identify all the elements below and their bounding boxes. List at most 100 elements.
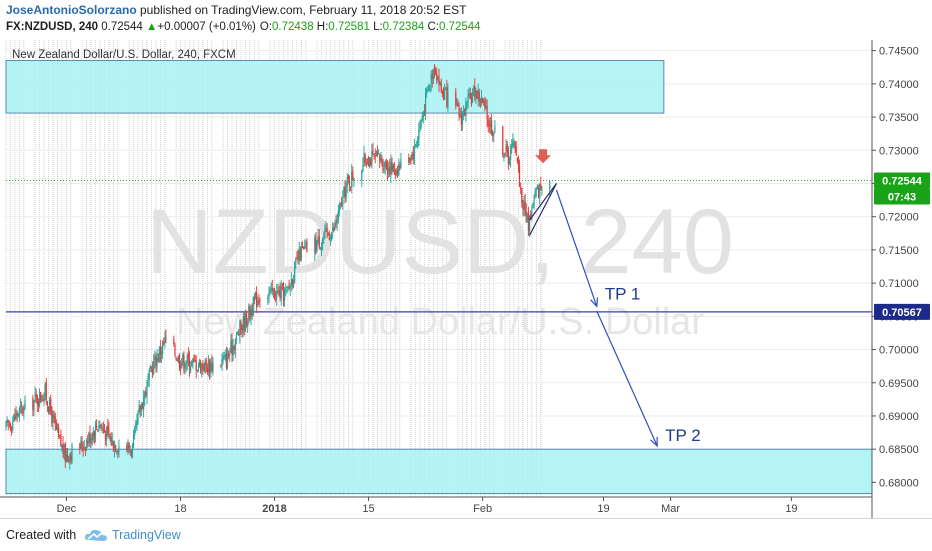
price-tick-label: 0.71500 xyxy=(879,245,919,257)
target-level-line[interactable] xyxy=(6,180,872,313)
candle-body xyxy=(196,369,198,371)
candle-body xyxy=(291,279,294,285)
candle-body xyxy=(283,289,286,301)
candle-body xyxy=(348,180,351,186)
candle-body xyxy=(400,158,402,167)
candle-body xyxy=(482,98,484,104)
target-label[interactable]: TP 2 xyxy=(665,426,701,445)
candle-body xyxy=(446,87,448,107)
candle-body xyxy=(494,125,496,132)
level-price-badge: 0.70567 xyxy=(882,307,922,319)
candle-body xyxy=(460,113,462,125)
candle-body xyxy=(132,435,135,446)
candle-body xyxy=(108,429,110,438)
candle-body xyxy=(422,111,424,117)
candle-body xyxy=(33,400,35,411)
candle-body xyxy=(101,427,103,429)
candle-body xyxy=(398,164,400,176)
candle-body xyxy=(85,440,88,449)
candle-body xyxy=(55,422,57,430)
symbol-label[interactable]: FX:NZDUSD, 240 xyxy=(6,21,99,33)
candle-body xyxy=(301,246,304,248)
candle-body xyxy=(455,91,457,106)
candle-body xyxy=(475,91,477,100)
candle-body xyxy=(137,412,139,423)
candle-body xyxy=(224,354,226,357)
candle-body xyxy=(468,93,470,97)
candle-body xyxy=(93,432,95,438)
candle-body xyxy=(63,444,65,455)
projection-line[interactable] xyxy=(596,310,658,447)
down-arrow-icon[interactable] xyxy=(535,149,552,164)
candle-body xyxy=(201,364,203,371)
candle-body xyxy=(22,407,24,414)
candle-body xyxy=(220,364,222,366)
tradingview-cloud-icon[interactable] xyxy=(84,527,108,543)
change-arrow-icon: ▲ xyxy=(146,21,158,33)
tradingview-brand-link[interactable]: TradingView xyxy=(112,528,181,542)
candle-body xyxy=(50,398,52,413)
candle-body xyxy=(16,413,18,416)
candle-body xyxy=(535,187,537,190)
candle-body xyxy=(458,107,460,117)
candle-body xyxy=(484,100,486,108)
candle-body xyxy=(397,170,399,175)
candle-body xyxy=(338,204,341,212)
resistance-zone[interactable] xyxy=(5,60,665,114)
candle-body xyxy=(187,354,189,359)
candle-body xyxy=(370,158,372,165)
wedge-upper-line[interactable] xyxy=(529,183,557,221)
candle-body xyxy=(200,362,202,373)
candle-body xyxy=(56,428,59,430)
candle-body xyxy=(158,348,160,362)
candle-body xyxy=(510,148,512,160)
candle-body xyxy=(47,407,50,413)
candle-body xyxy=(447,90,449,109)
candle-body xyxy=(155,356,157,367)
candle-body xyxy=(5,421,7,428)
candle-body xyxy=(438,76,440,85)
candle-body xyxy=(24,399,26,407)
high-label: H: xyxy=(316,21,329,33)
candle-body xyxy=(230,341,232,353)
author-link[interactable]: JoseAntonioSolorzano xyxy=(6,3,137,17)
candle-body xyxy=(537,187,540,198)
candle-body xyxy=(65,454,68,462)
last-price: 0.72544 xyxy=(101,21,143,33)
candle-body xyxy=(393,163,395,174)
candle-body xyxy=(88,433,90,443)
candle-body xyxy=(445,88,447,91)
candle-body xyxy=(523,202,525,211)
candle-body xyxy=(511,143,513,150)
wedge-lower-line[interactable] xyxy=(529,183,557,236)
candle-body xyxy=(136,421,138,425)
projection-line[interactable] xyxy=(555,189,598,307)
analysis-drawings[interactable]: TP 1 TP 2 xyxy=(529,149,701,448)
candle-body xyxy=(380,157,382,162)
candle-body xyxy=(175,357,177,360)
candle-body xyxy=(45,383,47,401)
candle-body xyxy=(289,286,291,289)
candle-body xyxy=(238,333,240,336)
chart-footer: Created with TradingView xyxy=(0,518,932,551)
candle-body xyxy=(96,425,98,428)
candle-body xyxy=(110,436,112,446)
price-zones[interactable] xyxy=(5,60,873,495)
candle-body xyxy=(12,420,14,431)
candle-body xyxy=(294,263,296,283)
candle-body xyxy=(440,83,442,92)
candle-body xyxy=(244,313,247,331)
candle-body xyxy=(362,164,364,172)
price-axis-area xyxy=(872,40,932,518)
price-chart[interactable]: NZDUSD, 240 New Zealand Dollar/U.S. Dolla… xyxy=(0,40,932,518)
candle-body xyxy=(298,248,300,260)
candle-body xyxy=(375,151,377,156)
candle-body xyxy=(515,145,517,156)
candle-body xyxy=(276,290,278,299)
candle-body xyxy=(336,219,338,223)
target-label[interactable]: TP 1 xyxy=(605,285,641,304)
candle-body xyxy=(257,300,259,306)
time-tick-label: 2018 xyxy=(262,503,286,515)
candle-body xyxy=(526,214,528,220)
support-zone[interactable] xyxy=(5,448,873,495)
